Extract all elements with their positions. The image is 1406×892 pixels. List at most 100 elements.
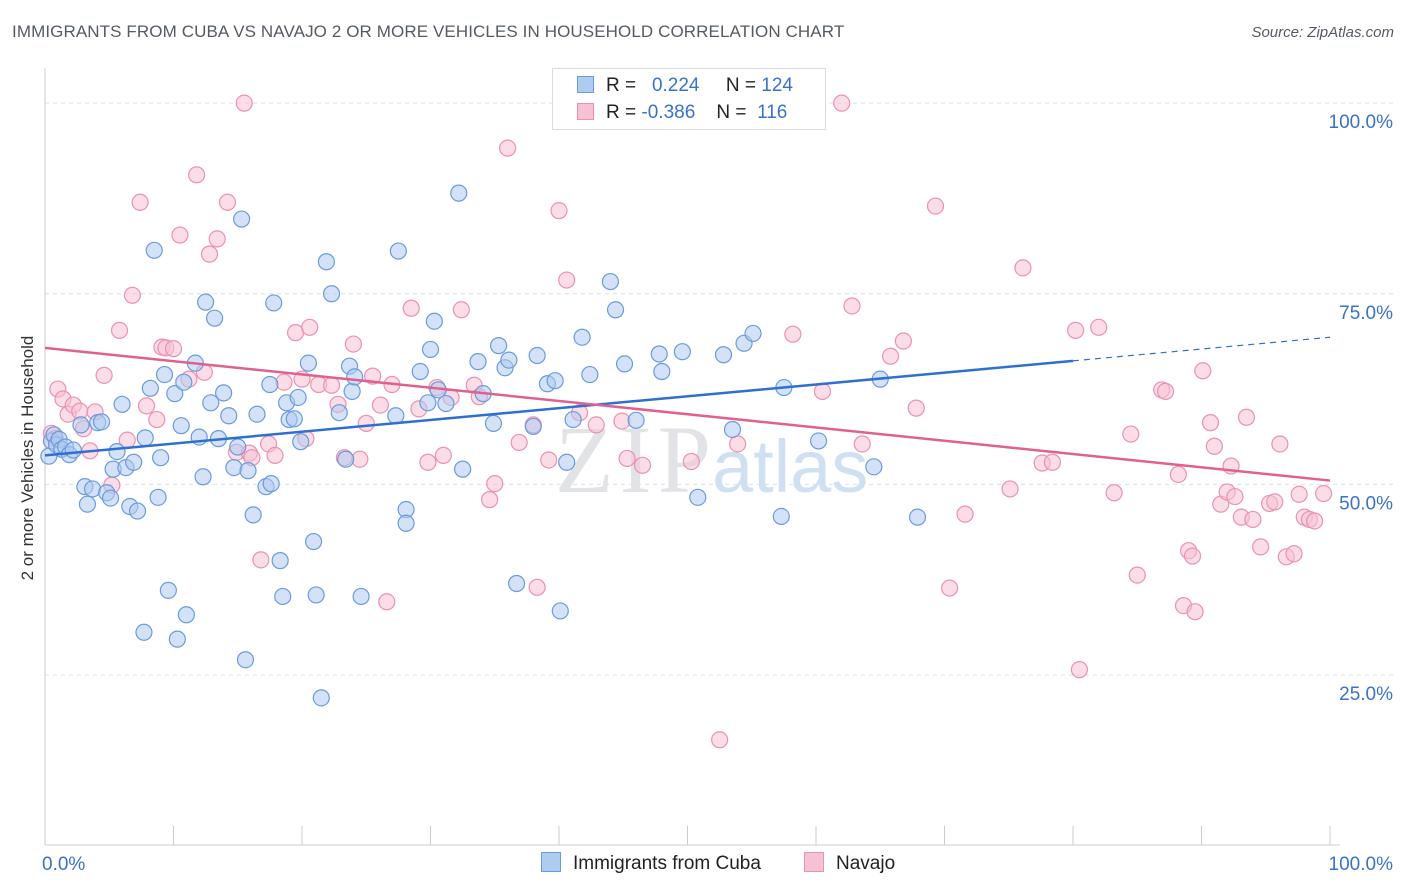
cuba-point <box>352 587 370 606</box>
cuba-point <box>265 294 283 312</box>
cuba-point <box>225 458 243 477</box>
cuba-point <box>304 532 323 551</box>
cuba-point <box>469 353 487 371</box>
cuba-point <box>136 429 154 447</box>
navajo-point <box>434 446 452 465</box>
navajo-point <box>558 271 576 289</box>
cuba-point <box>128 502 147 520</box>
cuba-point <box>239 462 257 480</box>
cuba-point <box>346 368 364 386</box>
navajo-point <box>110 321 129 339</box>
cuba-point <box>421 340 440 359</box>
cuba-point <box>261 375 279 394</box>
navajo-r-value: -0.386 <box>641 102 696 123</box>
navajo-point <box>235 94 253 112</box>
cuba-point <box>500 351 518 369</box>
cuba-point <box>450 184 468 202</box>
cuba-point <box>274 587 292 606</box>
navajo-point <box>1271 435 1289 453</box>
cuba-point <box>425 312 443 330</box>
navajo-n-label: N = <box>716 102 747 123</box>
cuba-point <box>653 362 671 381</box>
cuba-point <box>262 475 280 493</box>
cuba-point <box>92 413 111 431</box>
cuba-point <box>197 293 215 311</box>
navajo-point <box>252 551 270 569</box>
cuba-n-label: N = <box>725 75 757 96</box>
navajo-point <box>95 366 113 384</box>
cuba-point <box>317 253 336 271</box>
chart-title: IMMIGRANTS FROM CUBA VS NAVAJO 2 OR MORE… <box>12 22 845 41</box>
cuba-point <box>908 508 927 526</box>
source-credit: Source: ZipAtlas.com <box>1251 24 1394 41</box>
cuba-swatch <box>577 76 594 93</box>
navajo-point <box>200 245 219 263</box>
navajo-point <box>1266 493 1284 511</box>
navajo-point <box>1156 382 1175 400</box>
navajo-point <box>926 197 945 215</box>
navajo-point <box>452 301 470 319</box>
cuba-point <box>135 623 153 641</box>
cuba-point <box>312 689 330 707</box>
tick-labels: 100.0% 75.0% 50.0% 25.0% 0.0% 100.0% <box>42 112 1393 875</box>
cuba-point <box>723 420 742 439</box>
navajo-point <box>941 579 959 597</box>
navajo-point <box>1001 480 1019 498</box>
navajo-point <box>1194 362 1212 380</box>
legend-row-navajo: R = -0.386 N = 116 <box>577 102 787 128</box>
stats-legend: R = 0.224 N = 124 R = -0.386 N = 116 <box>552 68 826 130</box>
navajo-point <box>1186 603 1204 621</box>
bottom-navajo-label: Navajo <box>836 853 896 874</box>
navajo-point <box>148 410 166 429</box>
cuba-point <box>484 414 503 432</box>
cuba-point <box>322 285 341 303</box>
cuba-point <box>343 382 361 400</box>
bottom-navajo-swatch <box>804 852 824 872</box>
navajo-point <box>1237 408 1256 426</box>
navajo-point <box>322 376 341 394</box>
navajo-point <box>550 202 568 220</box>
cuba-point <box>528 346 546 365</box>
navajo-point <box>486 475 504 493</box>
navajo-point <box>1122 425 1140 443</box>
cuba-point <box>546 372 564 390</box>
cuba-point <box>490 337 508 355</box>
cuba-point <box>244 506 262 524</box>
legend-row-cuba: R = 0.224 N = 124 <box>577 75 793 101</box>
cuba-point <box>113 395 131 413</box>
bottom-cuba-label: Immigrants from Cuba <box>573 853 761 874</box>
navajo-point <box>510 433 528 452</box>
navajo-point <box>784 325 802 343</box>
cuba-point <box>220 407 238 425</box>
cuba-point <box>809 432 828 450</box>
cuba-point <box>285 410 303 428</box>
cuba-point <box>744 324 762 343</box>
navajo-point <box>528 578 546 596</box>
navajo-point <box>1305 512 1324 530</box>
cuba-point <box>236 651 255 669</box>
navajo-swatch <box>577 103 594 120</box>
cuba-point <box>202 394 220 412</box>
navajo-point <box>164 340 183 358</box>
cuba-trend-line <box>44 359 1074 457</box>
cuba-point <box>78 495 97 513</box>
cuba-point <box>166 385 184 403</box>
trend-lines <box>44 336 1331 482</box>
navajo-trend-line <box>44 346 1331 482</box>
navajo-point <box>1014 259 1032 277</box>
navajo-point <box>1090 318 1108 336</box>
navajo-point <box>711 731 729 749</box>
navajo-point <box>1226 487 1244 506</box>
navajo-point <box>266 446 284 465</box>
navajo-point <box>1285 545 1303 563</box>
navajo-point <box>682 452 700 471</box>
cuba-point <box>673 343 691 361</box>
navajo-point <box>188 166 206 184</box>
navajo-point <box>833 94 851 112</box>
cuba-point <box>307 586 325 604</box>
bottom-cuba-swatch <box>541 852 561 872</box>
navajo-point <box>357 414 375 432</box>
cuba-point <box>397 514 415 532</box>
navajo-point <box>1244 510 1262 529</box>
navajo-point <box>419 453 437 471</box>
